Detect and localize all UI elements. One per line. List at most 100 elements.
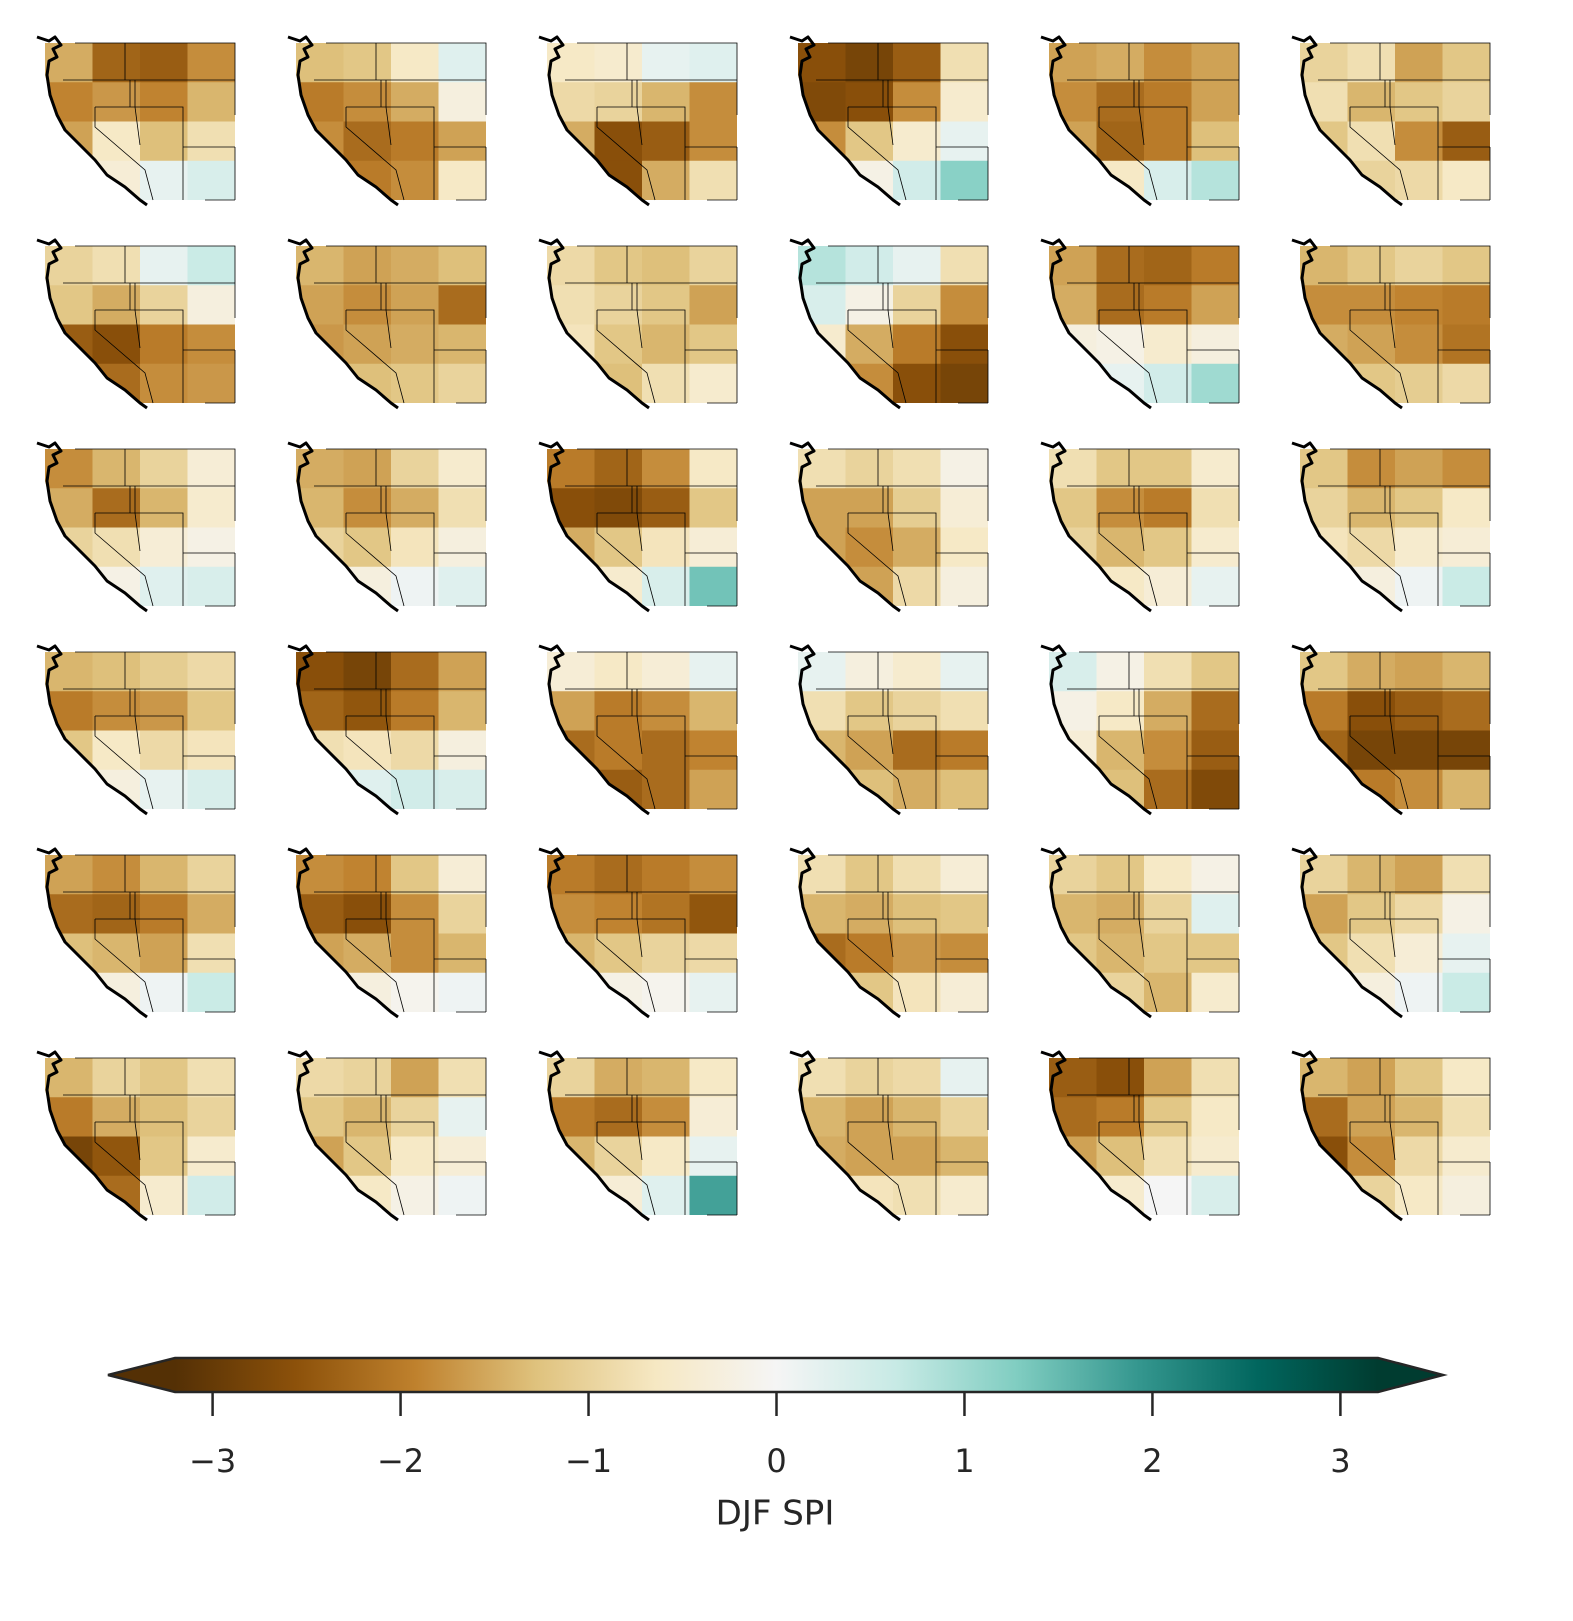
grid-cell: [1144, 769, 1192, 809]
grid-cell: [140, 1175, 188, 1215]
colorbar: [175, 1358, 1378, 1392]
grid-cell: [689, 324, 737, 365]
coastline: [1040, 441, 1152, 613]
grid-cell: [187, 855, 235, 895]
grid-cell: [438, 769, 486, 809]
grid-cell: [1144, 1136, 1192, 1177]
map-cells: [296, 1058, 486, 1215]
state-border: [63, 245, 236, 404]
grid-cell: [438, 160, 486, 200]
map-panel: [287, 847, 487, 1019]
grid-cell: [1442, 972, 1490, 1012]
grid-cell: [343, 488, 392, 528]
coastline: [36, 35, 148, 207]
grid-cell: [1049, 121, 1097, 162]
grid-cell: [1144, 1175, 1192, 1215]
grid-cell: [547, 972, 595, 1012]
grid-cell: [438, 488, 486, 528]
grid-cell: [296, 121, 344, 162]
grid-cell: [642, 43, 690, 83]
grid-cell: [1096, 1136, 1145, 1177]
grid-cell: [594, 1097, 643, 1137]
grid-cell: [45, 160, 93, 200]
colorbar-label: DJF SPI: [716, 1494, 835, 1534]
grid-cell: [1144, 285, 1192, 325]
grid-cell: [1395, 1175, 1443, 1215]
grid-cell: [1096, 246, 1145, 286]
grid-cell: [391, 246, 439, 286]
grid-cell: [1442, 488, 1490, 528]
grid-cell: [343, 933, 392, 974]
grid-cell: [391, 324, 439, 365]
grid-cell: [893, 769, 941, 809]
grid-cell: [343, 652, 392, 692]
grid-cell: [92, 488, 141, 528]
map-panel: [1291, 35, 1491, 207]
grid-cell: [940, 160, 988, 200]
grid-cell: [893, 566, 941, 606]
grid-cell: [296, 566, 344, 606]
grid-cell: [594, 82, 643, 122]
grid-cell: [1442, 1097, 1490, 1137]
state-border: [1318, 245, 1491, 404]
grid-cell: [1144, 691, 1192, 731]
grid-cell: [140, 894, 188, 934]
grid-cell: [1096, 1097, 1145, 1137]
map-cells: [296, 855, 486, 1012]
grid-cell: [594, 652, 643, 692]
grid-cell: [642, 691, 690, 731]
grid-cell: [845, 691, 894, 731]
grid-cell: [893, 894, 941, 934]
grid-cell: [1049, 730, 1097, 771]
grid-cell: [845, 488, 894, 528]
grid-cell: [940, 324, 988, 365]
grid-cell: [642, 82, 690, 122]
grid-cell: [391, 1058, 439, 1098]
grid-cell: [1395, 1097, 1443, 1137]
grid-cell: [594, 43, 643, 83]
coastline: [538, 238, 650, 410]
colorbar-extend-high: [1378, 1358, 1443, 1392]
grid-cell: [594, 933, 643, 974]
grid-cell: [187, 488, 235, 528]
grid-cell: [92, 43, 141, 83]
grid-cell: [1395, 324, 1443, 365]
grid-cell: [1144, 527, 1192, 568]
grid-cell: [642, 121, 690, 162]
grid-cell: [1442, 1175, 1490, 1215]
grid-cell: [1300, 933, 1348, 974]
grid-cell: [187, 160, 235, 200]
grid-cell: [547, 1175, 595, 1215]
grid-cell: [1300, 1136, 1348, 1177]
coastline: [287, 1050, 399, 1222]
grid-cell: [1144, 855, 1192, 895]
grid-cell: [391, 82, 439, 122]
state-border: [63, 1057, 236, 1216]
grid-cell: [689, 933, 737, 974]
grid-cell: [391, 285, 439, 325]
grid-cell: [343, 324, 392, 365]
grid-cell: [140, 652, 188, 692]
colorbar-tick-label: −1: [565, 1442, 612, 1480]
grid-cell: [140, 691, 188, 731]
grid-cell: [689, 285, 737, 325]
grid-cell: [547, 730, 595, 771]
grid-cell: [187, 730, 235, 771]
grid-cell: [438, 324, 486, 365]
map-panel: [36, 1050, 236, 1222]
grid-cell: [391, 566, 439, 606]
grid-cell: [798, 972, 846, 1012]
grid-cell: [1096, 894, 1145, 934]
state-border: [565, 651, 738, 810]
grid-cell: [893, 82, 941, 122]
grid-cell: [689, 1058, 737, 1098]
coastline: [789, 644, 901, 816]
map-cells: [547, 652, 737, 809]
colorbar-tick-label: 2: [1142, 1442, 1162, 1480]
grid-cell: [547, 1136, 595, 1177]
grid-cell: [391, 855, 439, 895]
grid-cell: [642, 285, 690, 325]
grid-cell: [642, 1097, 690, 1137]
grid-cell: [940, 449, 988, 489]
grid-cell: [547, 324, 595, 365]
